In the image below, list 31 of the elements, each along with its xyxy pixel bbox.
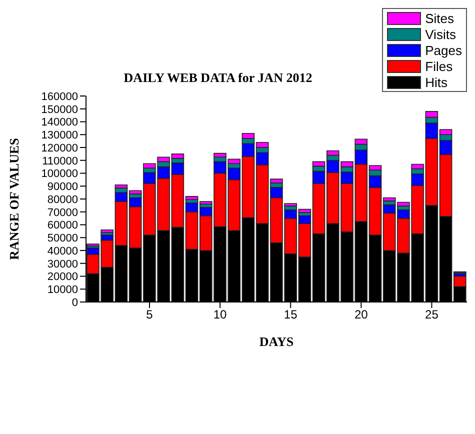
bar — [214, 152, 226, 158]
chart-title: DAILY WEB DATA for JAN 2012 — [122, 70, 314, 86]
x-tick-label: 5 — [146, 308, 154, 322]
y-tick-label: 80000 — [47, 194, 78, 206]
x-tick-label: 10 — [213, 308, 228, 322]
x-tick-label: 20 — [354, 308, 368, 322]
y-tick-label: 30000 — [47, 258, 78, 270]
y-tick-label: 40000 — [47, 245, 78, 258]
legend-label: Visits — [425, 26, 456, 42]
legend-label: Pages — [425, 42, 462, 58]
y-tick-label: 120000 — [41, 142, 78, 154]
y-tick-label: 10000 — [47, 284, 78, 296]
y-tick-label: 60000 — [47, 220, 78, 232]
y-tick-label: 150000 — [41, 104, 78, 116]
legend-label: Hits — [425, 74, 448, 90]
x-tick-label: 25 — [425, 308, 439, 322]
y-axis-title: RANGE OF VALUES — [6, 138, 22, 260]
y-tick-label: 100000 — [41, 168, 78, 180]
legend-label: Files — [425, 58, 453, 74]
x-tick-label: 15 — [284, 308, 298, 322]
y-tick-label: 70000 — [47, 206, 78, 219]
y-tick-label: 160000 — [41, 90, 78, 103]
y-tick-label: 90000 — [47, 181, 78, 194]
x-axis-title: DAYS — [259, 334, 294, 349]
y-tick-label: 20000 — [47, 271, 78, 284]
legend-label: Sites — [425, 10, 454, 26]
y-tick-label: 130000 — [41, 130, 78, 142]
y-tick-label: 0 — [72, 296, 78, 309]
y-tick-label: 50000 — [47, 232, 78, 245]
y-tick-label: 140000 — [41, 116, 78, 129]
y-tick-label: 110000 — [42, 155, 78, 168]
